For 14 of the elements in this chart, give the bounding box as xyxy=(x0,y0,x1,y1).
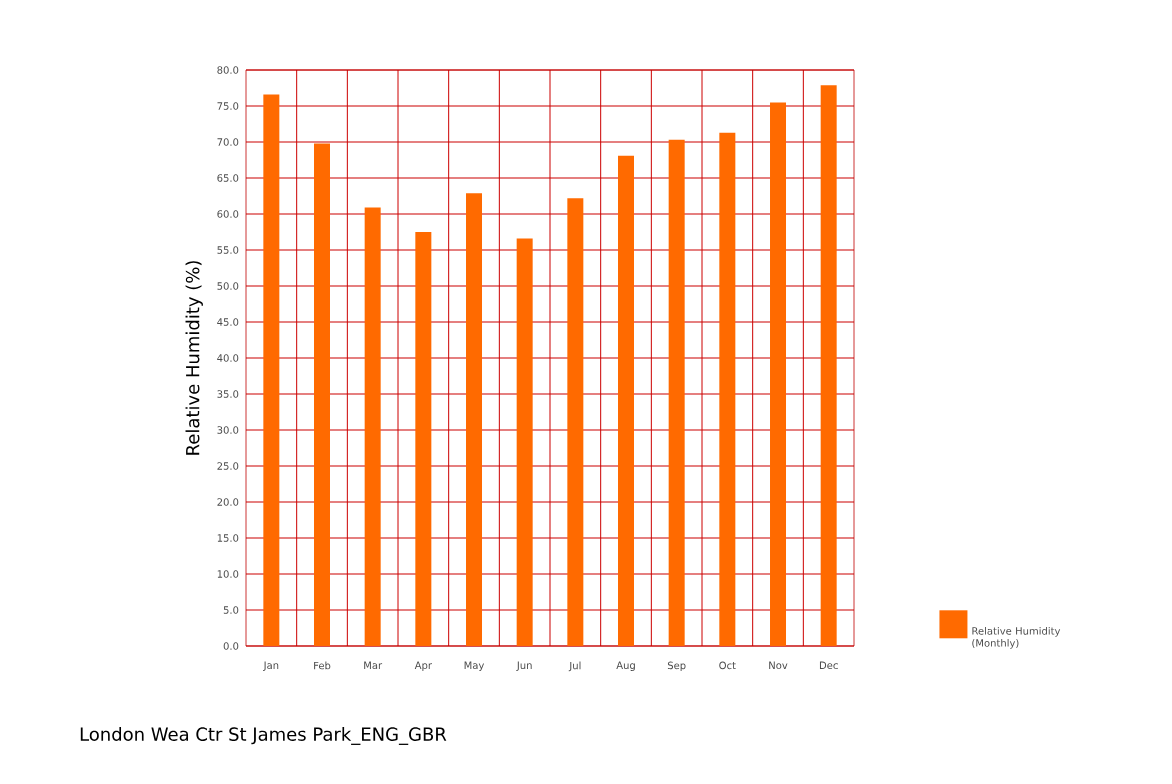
bar xyxy=(820,85,837,646)
y-axis-title: Relative Humidity (%) xyxy=(185,261,203,455)
bar xyxy=(567,198,584,646)
text: London Wea Ctr St James Park_ENG_GBR xyxy=(80,727,447,745)
bar xyxy=(466,193,483,646)
bar xyxy=(263,94,280,646)
bar xyxy=(719,132,736,646)
bar xyxy=(770,102,787,646)
bar xyxy=(668,139,685,646)
bar xyxy=(415,232,432,646)
bar xyxy=(364,207,381,646)
bar xyxy=(516,238,533,646)
bar xyxy=(618,155,634,646)
bar xyxy=(314,143,330,646)
